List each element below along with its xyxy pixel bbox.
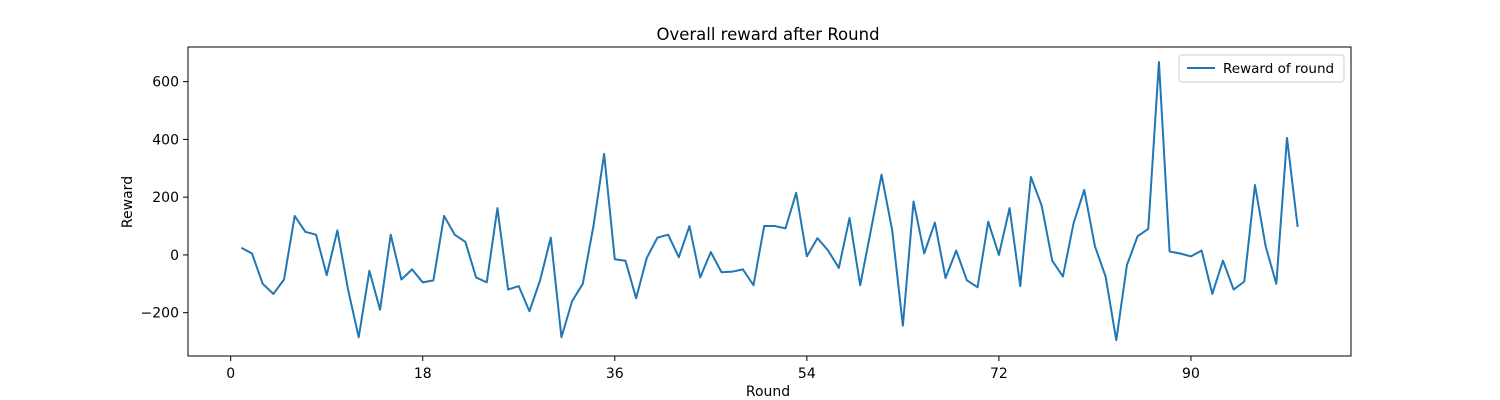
plot-frame (187, 46, 1352, 357)
legend-box (1178, 54, 1345, 83)
x-axis-title: Round (746, 384, 790, 400)
y-axis: −200 0 200 400 600 (141, 75, 188, 322)
y-tick-label: −200 (141, 306, 179, 322)
x-tick-label: 36 (606, 366, 624, 382)
series-line (240, 61, 1299, 342)
x-axis: 0 18 36 54 72 90 (226, 356, 1200, 382)
y-tick-label: 0 (170, 248, 179, 264)
x-tick-label: 54 (798, 366, 816, 382)
x-tick-label: 18 (414, 366, 432, 382)
y-tick-label: 400 (152, 132, 179, 148)
legend: Reward of round (1178, 54, 1345, 83)
y-tick-label: 200 (152, 190, 179, 206)
y-axis-title: Reward (120, 176, 136, 228)
x-tick-label: 0 (226, 366, 235, 382)
series-layer (240, 61, 1299, 342)
chart-title: Overall reward after Round (656, 25, 879, 44)
y-tick-label: 600 (152, 75, 179, 91)
x-tick-label: 72 (990, 366, 1008, 382)
legend-label: Reward of round (1223, 61, 1334, 77)
x-tick-label: 90 (1182, 366, 1200, 382)
